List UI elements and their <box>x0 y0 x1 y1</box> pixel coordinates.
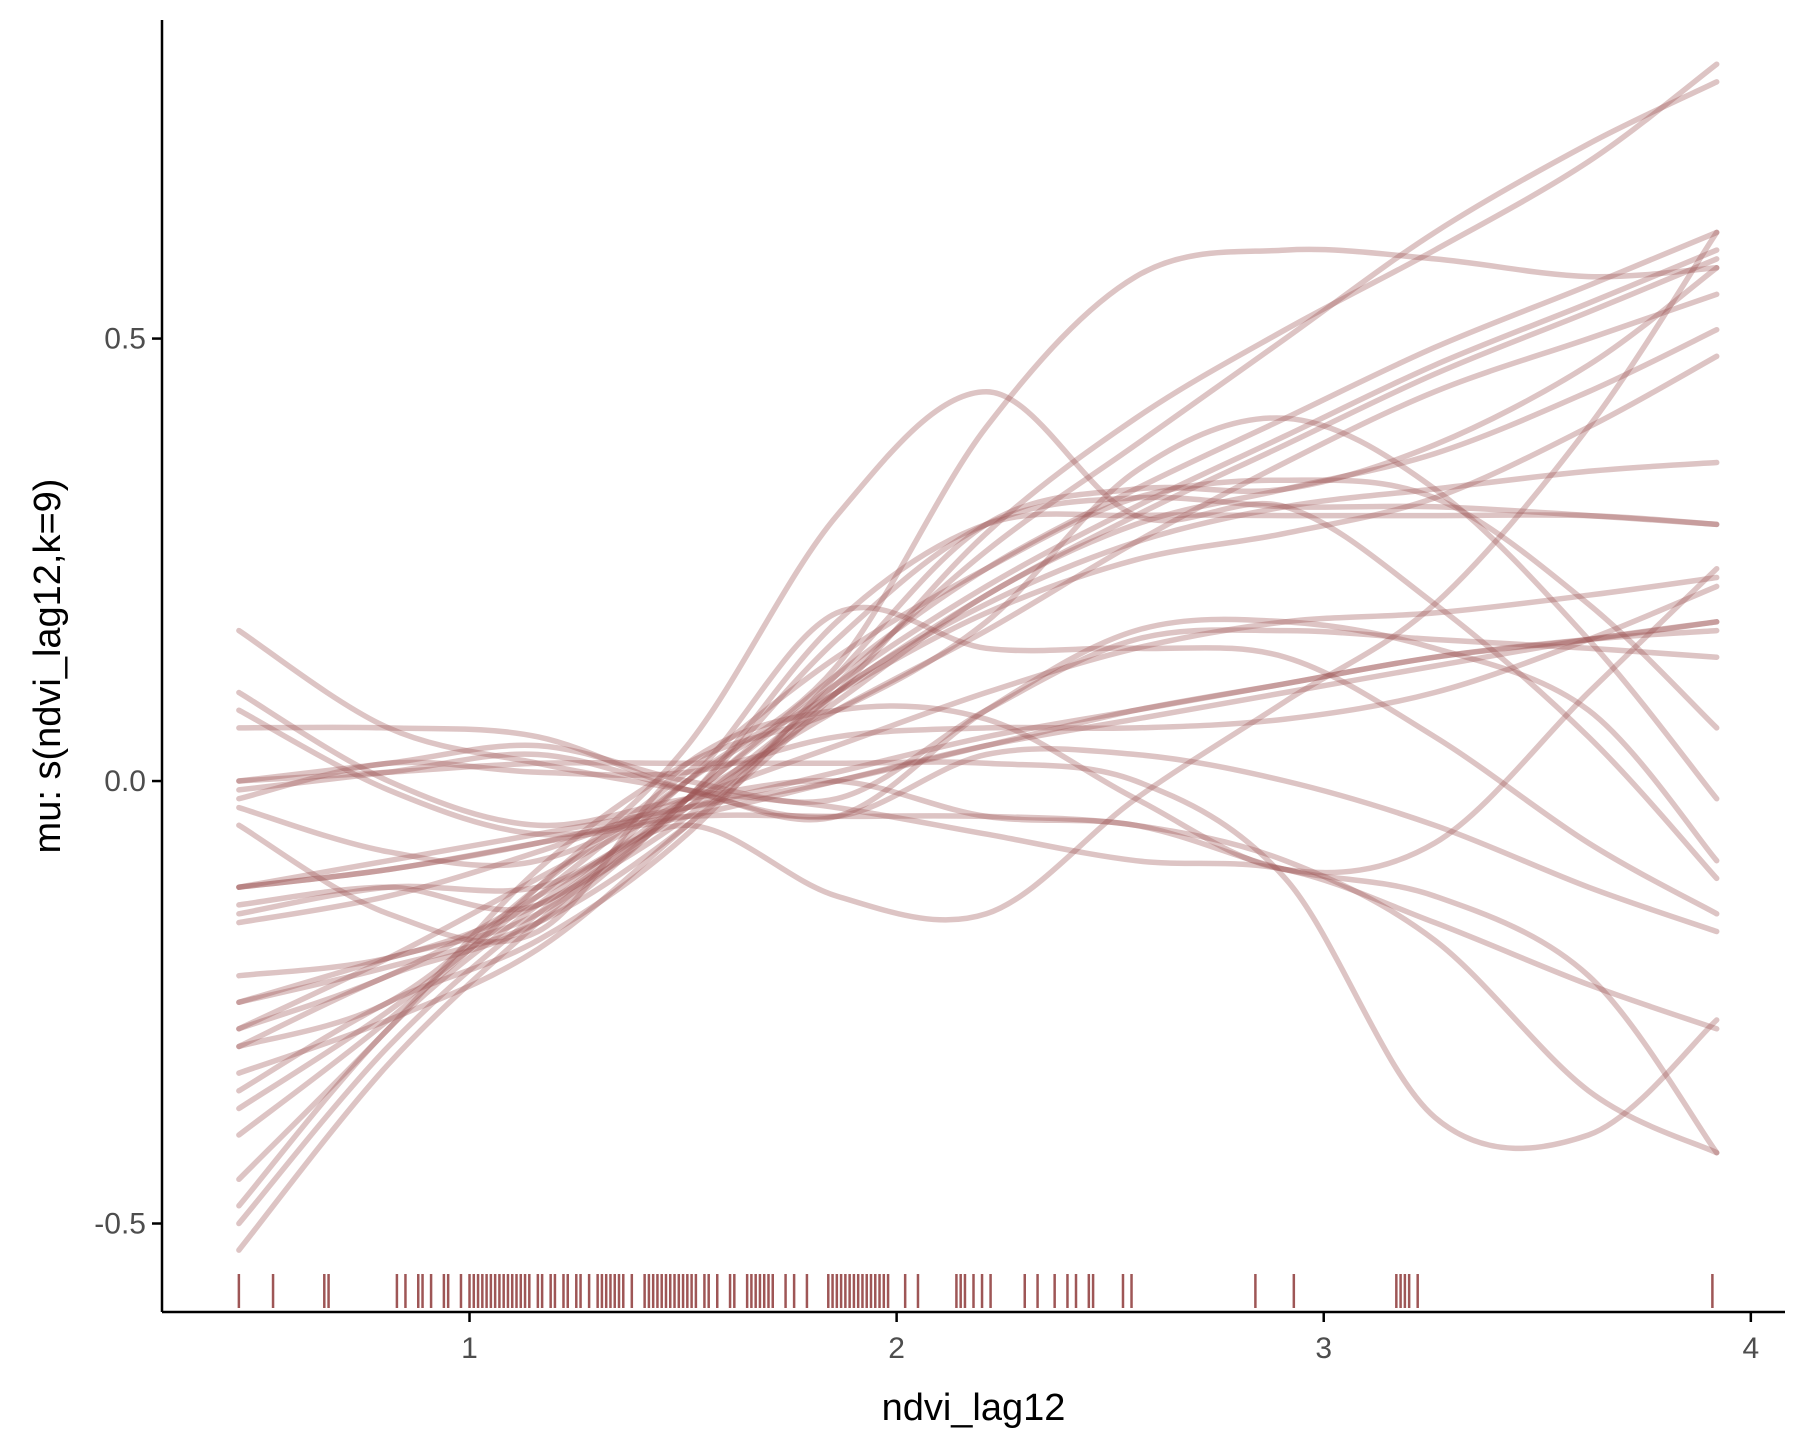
y-tick-label: 0.0 <box>104 765 146 798</box>
smooth-curve-24 <box>236 759 1720 1152</box>
smooth-curve-1 <box>236 619 1720 890</box>
smooth-curve-28 <box>236 61 1720 1006</box>
smooth-curve-10 <box>236 353 1720 1112</box>
smooth-curve-9 <box>236 265 1720 1094</box>
smooth-curve-3 <box>236 627 1720 890</box>
curves-layer <box>236 61 1720 1253</box>
y-axis-title: mu: s(ndvi_lag12,k=9) <box>27 479 69 854</box>
x-tick-label: 1 <box>461 1332 478 1365</box>
smooth-curve-22 <box>236 627 1720 1032</box>
smooth-curve-7 <box>236 291 1720 1032</box>
smooth-curve-16 <box>236 388 1720 1138</box>
y-tick-label: 0.5 <box>104 323 146 356</box>
smooth-curve-23 <box>236 724 1720 935</box>
smooth-curve-19 <box>236 616 1720 864</box>
rug-layer <box>237 1274 1714 1308</box>
smooth-curve-2 <box>236 619 1720 890</box>
smooth-curve-17 <box>236 604 1720 917</box>
smooth-curve-26 <box>236 229 1720 923</box>
smooth-curve-27 <box>236 246 1720 913</box>
smooth-curve-12 <box>236 494 1720 1050</box>
smooth-curve-29 <box>236 79 1720 979</box>
smooth-curve-13 <box>236 511 1720 1006</box>
smooth-curve-5 <box>236 247 1720 1253</box>
x-tick-label: 3 <box>1315 1332 1332 1365</box>
x-axis-title: ndvi_lag12 <box>882 1387 1066 1429</box>
smooth-curve-18 <box>236 627 1720 805</box>
smooth-curve-8 <box>236 326 1720 1032</box>
smooth-curve-4 <box>236 256 1720 1227</box>
smooth-curve-30 <box>236 583 1720 802</box>
x-tick-label: 4 <box>1742 1332 1759 1365</box>
smooth-curve-21 <box>236 707 1720 1156</box>
x-axis-ticks: 1 2 3 4 <box>461 1312 1759 1365</box>
x-tick-label: 2 <box>888 1332 905 1365</box>
smooth-curve-14 <box>236 477 1720 1050</box>
smooth-curve-15 <box>236 415 1720 1183</box>
smooth-curve-20 <box>236 689 1720 1156</box>
smooth-curve-11 <box>236 459 1720 1076</box>
smooth-curve-6 <box>236 229 1720 1209</box>
y-axis-ticks: -0.5 0.0 0.5 <box>94 323 162 1241</box>
smooth-curve-31 <box>236 574 1720 926</box>
smooth-curve-25 <box>236 565 1720 945</box>
y-tick-label: -0.5 <box>94 1208 146 1241</box>
